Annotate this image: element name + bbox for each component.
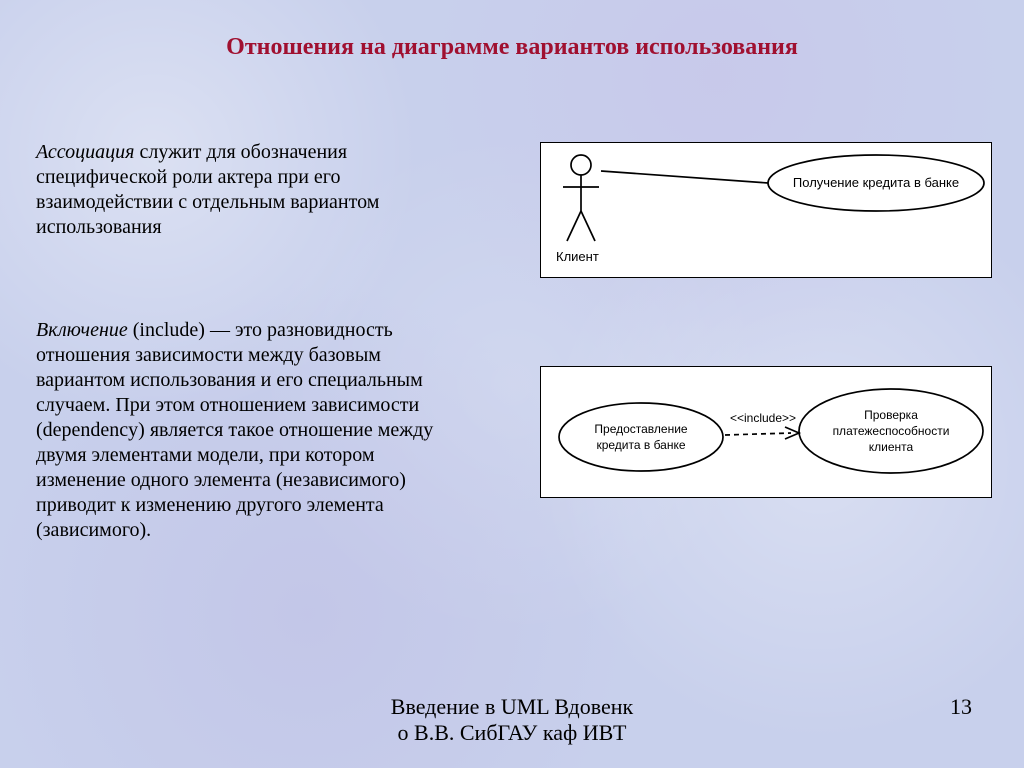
- usecase-right-l3: клиента: [869, 440, 914, 454]
- usecase-right-l2: платежеспособности: [833, 424, 950, 438]
- usecase-left: [559, 403, 723, 471]
- footer-line2: о В.В. СибГАУ каф ИВТ: [398, 720, 627, 745]
- include-label: <<include>>: [730, 411, 796, 425]
- usecase-left-l2: кредита в банке: [596, 438, 685, 452]
- para1-lead: Ассоциация: [36, 141, 134, 163]
- usecase-left-l1: Предоставление: [594, 422, 688, 436]
- page-title: Отношения на диаграмме вариантов использ…: [0, 0, 1024, 61]
- diagram-include: Предоставление кредита в банке Проверка …: [540, 366, 992, 498]
- page-number: 13: [950, 694, 972, 720]
- usecase-right-l1: Проверка: [864, 408, 918, 422]
- include-arrow-head: [785, 427, 799, 439]
- diagram-association: Клиент Получение кредита в банке: [540, 142, 992, 278]
- para2-rest: это разновидность отношения зависимости …: [36, 319, 433, 541]
- actor-label: Клиент: [556, 249, 599, 264]
- paragraph-include: Включение (include) — это разновидность …: [36, 318, 466, 543]
- footer: Введение в UML Вдовенк о В.В. СибГАУ каф…: [0, 694, 1024, 746]
- para2-paren: (include) —: [128, 319, 235, 341]
- include-arrow-line: [725, 433, 791, 435]
- association-line: [601, 171, 768, 183]
- usecase-label: Получение кредита в банке: [793, 175, 959, 190]
- paragraph-association: Ассоциация служит для обозначения специф…: [36, 140, 466, 240]
- footer-line1: Введение в UML Вдовенк: [391, 694, 633, 719]
- actor-icon: [563, 155, 599, 241]
- para2-lead: Включение: [36, 319, 128, 341]
